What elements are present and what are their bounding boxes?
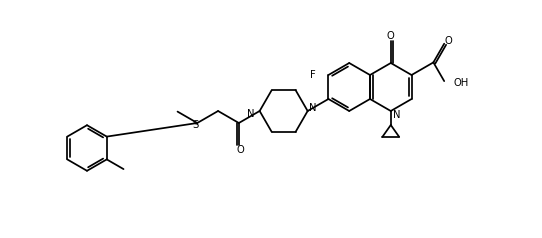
Text: N: N [393,110,401,120]
Text: OH: OH [453,78,468,88]
Text: N: N [247,109,255,119]
Text: O: O [237,145,245,155]
Text: O: O [387,31,395,41]
Text: F: F [309,70,315,80]
Text: O: O [444,36,452,46]
Text: N: N [309,103,317,113]
Text: S: S [192,120,198,130]
